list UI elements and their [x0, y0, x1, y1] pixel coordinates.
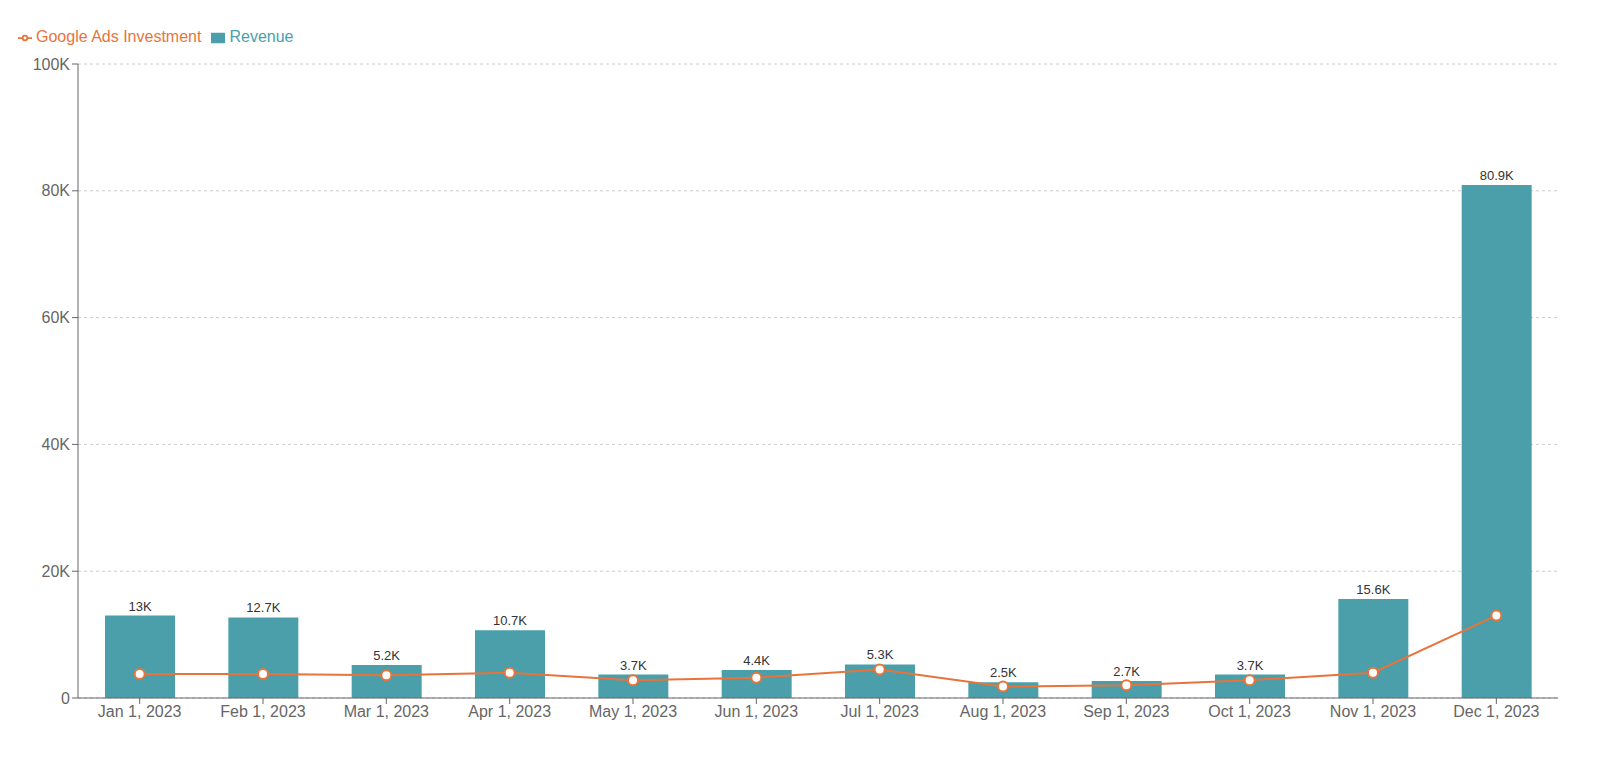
svg-text:40K: 40K	[42, 436, 71, 453]
svg-text:60K: 60K	[42, 309, 71, 326]
svg-text:5.3K: 5.3K	[867, 647, 894, 662]
svg-text:Mar 1, 2023: Mar 1, 2023	[344, 703, 429, 720]
html-text:Revenue: Revenue	[229, 28, 294, 45]
svg-text:12.7K: 12.7K	[246, 600, 280, 615]
svg-text:100K: 100K	[33, 56, 71, 73]
svg-text:20K: 20K	[42, 563, 71, 580]
svg-text:Jun 1, 2023: Jun 1, 2023	[715, 703, 799, 720]
svg-text:2.7K: 2.7K	[1113, 664, 1140, 679]
svg-text:4.4K: 4.4K	[743, 653, 770, 668]
svg-text:2.5K: 2.5K	[990, 665, 1017, 680]
svg-text:Dec 1, 2023: Dec 1, 2023	[1453, 703, 1539, 720]
svg-text:Sep 1, 2023: Sep 1, 2023	[1083, 703, 1169, 720]
svg-text:80.9K: 80.9K	[1480, 168, 1514, 183]
svg-text:15.6K: 15.6K	[1356, 582, 1390, 597]
svg-text:Aug 1, 2023: Aug 1, 2023	[960, 703, 1046, 720]
svg-text:Feb 1, 2023: Feb 1, 2023	[220, 703, 306, 720]
svg-text:Nov 1, 2023: Nov 1, 2023	[1330, 703, 1416, 720]
svg-text:Apr 1, 2023: Apr 1, 2023	[468, 703, 551, 720]
svg-text:Jul 1, 2023: Jul 1, 2023	[841, 703, 919, 720]
html-text:Google Ads Investment: Google Ads Investment	[36, 28, 202, 45]
svg-text:Jan 1, 2023: Jan 1, 2023	[98, 703, 182, 720]
svg-text:May 1, 2023: May 1, 2023	[589, 703, 677, 720]
svg-text:0: 0	[61, 690, 70, 707]
svg-text:3.7K: 3.7K	[620, 658, 647, 673]
svg-text:80K: 80K	[42, 182, 71, 199]
svg-text:Oct 1, 2023: Oct 1, 2023	[1208, 703, 1291, 720]
svg-text:10.7K: 10.7K	[493, 613, 527, 628]
svg-text:3.7K: 3.7K	[1237, 658, 1264, 673]
svg-text:5.2K: 5.2K	[373, 648, 400, 663]
svg-text:13K: 13K	[128, 599, 151, 614]
